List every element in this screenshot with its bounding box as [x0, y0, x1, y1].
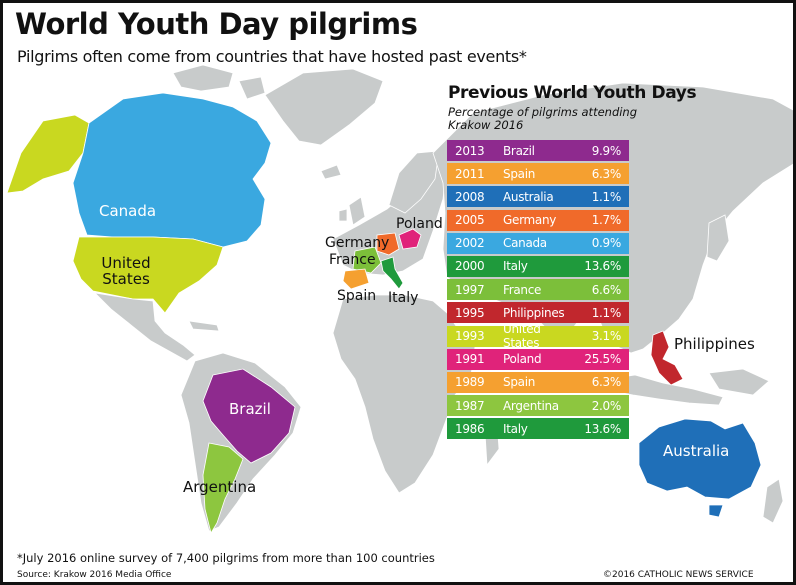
- row-country: Spain: [503, 166, 536, 181]
- table-subtitle: Percentage of pilgrims attending Krakow …: [448, 105, 638, 132]
- row-year: 1991: [455, 352, 485, 367]
- tasmania-shape: [708, 504, 724, 518]
- spain-shape: [342, 268, 370, 290]
- africa-shape: [332, 294, 476, 494]
- copyright-credit: ©2016 CATHOLIC NEWS SERVICE: [603, 570, 754, 580]
- row-year: 2002: [455, 236, 485, 251]
- poland-shape: [398, 228, 422, 250]
- row-year: 2005: [455, 213, 485, 228]
- table-row: 2005 Germany 1.7%: [447, 209, 629, 231]
- brazil-shape: [202, 368, 296, 464]
- row-percent: 1.7%: [591, 213, 622, 228]
- row-year: 1987: [455, 398, 485, 413]
- table-row: 2013 Brazil 9.9%: [447, 140, 629, 161]
- mexico-shape: [93, 292, 196, 362]
- table-row: 2008 Australia 1.1%: [447, 186, 629, 208]
- canada-shape: [72, 92, 272, 248]
- row-year: 1993: [455, 329, 485, 343]
- label-france: France: [329, 252, 376, 268]
- row-year: 2011: [455, 166, 485, 181]
- row-country: Australia: [503, 189, 554, 204]
- label-italy: Italy: [388, 290, 419, 306]
- row-year: 1995: [455, 305, 485, 320]
- row-country: France: [503, 282, 542, 297]
- row-year: 2013: [455, 143, 485, 158]
- row-percent: 2.0%: [591, 398, 622, 413]
- table-title: Previous World Youth Days: [448, 83, 697, 103]
- row-country: Philippines: [503, 305, 565, 320]
- arctic-islands-shape: [172, 64, 234, 92]
- argentina-shape: [202, 442, 244, 535]
- germany-shape: [376, 232, 400, 256]
- table-row: 1995 Philippines 1.1%: [447, 302, 629, 324]
- table-row: 2002 Canada 0.9%: [447, 232, 629, 254]
- row-percent: 25.5%: [584, 352, 621, 367]
- row-percent: 13.6%: [584, 259, 621, 274]
- row-year: 1986: [455, 421, 485, 436]
- philippines-shape: [650, 330, 684, 386]
- row-percent: 0.9%: [591, 236, 622, 251]
- label-philippines: Philippines: [674, 335, 755, 353]
- france-shape: [352, 246, 382, 274]
- italy-shape: [380, 256, 404, 290]
- australia-shape: [638, 418, 762, 500]
- row-country: Italy: [503, 259, 528, 274]
- table-row: 2011 Spain 6.3%: [447, 163, 629, 185]
- world-youth-days-table: 2013 Brazil 9.9% 2011 Spain 6.3% 2008 Australia…: [447, 140, 629, 441]
- indonesia-shape: [608, 374, 724, 406]
- new-guinea-shape: [708, 368, 770, 396]
- row-country: Canada: [503, 236, 547, 251]
- iceland-shape: [320, 164, 342, 180]
- table-row: 1986 Italy 13.6%: [447, 418, 629, 440]
- label-brazil: Brazil: [229, 400, 271, 418]
- row-percent: 1.1%: [591, 305, 622, 320]
- row-percent: 13.6%: [584, 421, 621, 436]
- label-germany: Germany: [325, 235, 390, 251]
- row-year: 1989: [455, 375, 485, 390]
- table-row: 1989 Spain 6.3%: [447, 371, 629, 393]
- row-country: Germany: [503, 213, 557, 228]
- caribbean-shape: [188, 320, 220, 332]
- row-country: Spain: [503, 375, 536, 390]
- row-percent: 1.1%: [591, 189, 622, 204]
- row-percent: 9.9%: [591, 143, 622, 158]
- row-country: United States: [503, 322, 541, 350]
- uk-shape: [348, 196, 366, 226]
- new-zealand-shape: [762, 478, 784, 524]
- row-country: Brazil: [503, 143, 535, 158]
- greenland-shape: [264, 68, 384, 146]
- row-country: Argentina: [503, 398, 559, 413]
- row-percent: 6.6%: [591, 282, 622, 297]
- row-year: 1997: [455, 282, 485, 297]
- label-canada: Canada: [99, 202, 157, 220]
- table-row: 2000 Italy 13.6%: [447, 255, 629, 277]
- page-title: World Youth Day pilgrims: [15, 7, 418, 41]
- table-row: 1993 United States 3.1%: [447, 322, 629, 350]
- table-row: 1991 Poland 25.5%: [447, 348, 629, 370]
- table-row: 1987 Argentina 2.0%: [447, 395, 629, 417]
- united-states-shape: [72, 236, 224, 314]
- row-year: 2008: [455, 189, 485, 204]
- label-australia: Australia: [663, 442, 730, 460]
- table-row: 1997 France 6.6%: [447, 279, 629, 301]
- label-united-states: United States: [101, 254, 151, 288]
- row-percent: 3.1%: [591, 329, 622, 343]
- row-country: Poland: [503, 352, 542, 367]
- row-percent: 6.3%: [591, 375, 622, 390]
- page-subtitle: Pilgrims often come from countries that …: [17, 47, 527, 66]
- row-year: 2000: [455, 259, 485, 274]
- japan-shape: [706, 214, 730, 262]
- footnote: *July 2016 online survey of 7,400 pilgri…: [17, 551, 435, 565]
- row-percent: 6.3%: [591, 166, 622, 181]
- label-argentina: Argentina: [183, 478, 257, 496]
- label-poland: Poland: [396, 216, 443, 232]
- label-spain: Spain: [337, 288, 377, 304]
- ireland-shape: [338, 208, 348, 222]
- arctic-island-2-shape: [238, 76, 266, 100]
- source-credit: Source: Krakow 2016 Media Office: [17, 570, 172, 580]
- row-country: Italy: [503, 421, 528, 436]
